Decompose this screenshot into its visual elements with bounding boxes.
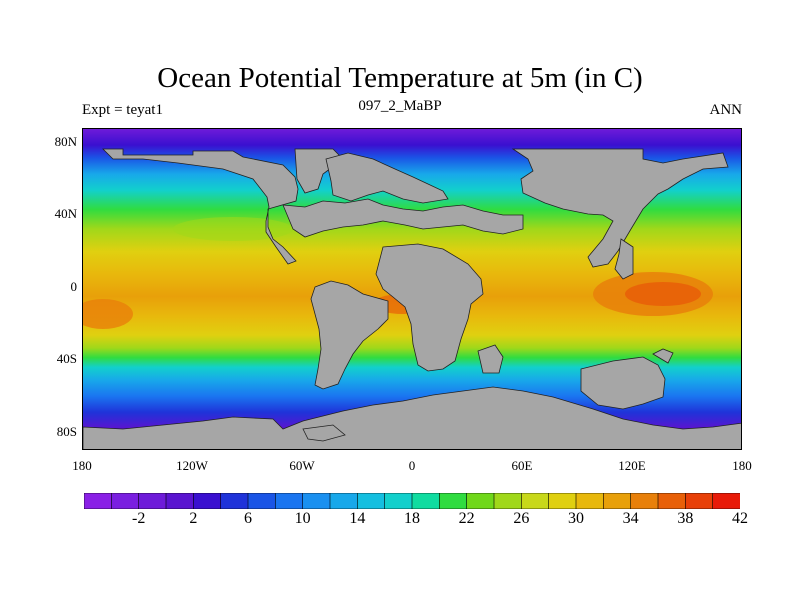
colorbar-swatch xyxy=(138,493,167,509)
temperature-field xyxy=(83,129,741,449)
land-masses xyxy=(83,148,741,449)
warm-pool-west xyxy=(83,299,133,329)
colorbar-label: 6 xyxy=(244,510,252,527)
lon-label-120e: 120E xyxy=(618,458,646,473)
lon-label-60w: 60W xyxy=(289,458,315,473)
colorbar-swatch xyxy=(603,493,632,509)
colorbar-swatch xyxy=(165,493,194,509)
landmass-tethys xyxy=(282,198,524,238)
lat-label-40s: 40S xyxy=(56,351,77,366)
colorbar-label: -2 xyxy=(131,510,146,527)
colorbar-label: 2 xyxy=(189,510,198,527)
landmass-south-america xyxy=(310,280,389,390)
case-label: 097_2_MaBP xyxy=(358,98,442,114)
landmass-europe xyxy=(325,152,449,204)
colorbar-swatch xyxy=(384,493,413,509)
colorbar-swatch xyxy=(630,493,659,509)
colorbar-swatch xyxy=(657,493,686,509)
colorbar-swatch xyxy=(329,493,358,509)
experiment-label: Expt = teyat1 xyxy=(82,102,163,118)
lat-label-eq: 0 xyxy=(70,279,78,294)
lon-label-180e: 180 xyxy=(732,458,752,473)
colorbar-label: 22 xyxy=(458,510,475,527)
warm-pool-core xyxy=(625,282,701,306)
colorbar-swatch xyxy=(493,493,522,509)
colorbar-swatch xyxy=(247,493,276,509)
subtropical-band xyxy=(173,217,293,241)
colorbar-swatch xyxy=(439,493,468,509)
colorbar-swatch xyxy=(111,493,140,509)
colorbar-swatch xyxy=(712,493,740,509)
colorbar-swatch xyxy=(685,493,714,509)
lon-label-60e: 60E xyxy=(511,458,533,473)
lon-label-0: 0 xyxy=(408,458,416,473)
colorbar-label: 10 xyxy=(294,510,311,527)
colorbar-swatch xyxy=(84,493,112,509)
landmass-australia xyxy=(580,356,666,410)
colorbar-label: 38 xyxy=(677,510,694,527)
colorbar-swatch xyxy=(411,493,440,509)
colorbar-swatch xyxy=(193,493,222,509)
colorbar-swatch xyxy=(575,493,604,509)
colorbar-label: 14 xyxy=(349,510,366,527)
landmass-antarctic-peninsula xyxy=(302,424,346,442)
colorbar-swatch xyxy=(220,493,249,509)
colorbar-swatch xyxy=(466,493,495,509)
colorbar-swatch xyxy=(357,493,386,509)
colorbar-swatch xyxy=(302,493,331,509)
landmass-antarctica xyxy=(83,386,741,449)
colorbar xyxy=(84,493,740,509)
colorbar-label: 34 xyxy=(622,510,639,527)
landmass-peninsula xyxy=(614,238,634,280)
lat-label-40n: 40N xyxy=(54,206,77,221)
landmass-africa xyxy=(375,243,484,372)
map-panel xyxy=(82,128,742,450)
lat-label-80s: 80S xyxy=(56,424,77,439)
colorbar-swatch xyxy=(548,493,577,509)
landmass-india xyxy=(477,344,504,374)
map-title: Ocean Potential Temperature at 5m (in C) xyxy=(157,62,643,94)
landmass-islands xyxy=(652,348,674,364)
colorbar-label: 26 xyxy=(513,510,530,527)
colorbar-swatch xyxy=(521,493,550,509)
landmass-north-america xyxy=(102,148,299,265)
lat-label-80n: 80N xyxy=(54,134,77,149)
colorbar-label: 42 xyxy=(732,510,748,527)
landmass-asia xyxy=(511,148,729,268)
lon-label-120w: 120W xyxy=(176,458,208,473)
colorbar-label: 18 xyxy=(404,510,420,527)
colorbar-swatch xyxy=(275,493,304,509)
season-label: ANN xyxy=(709,102,743,118)
lon-label-180w: 180 xyxy=(72,458,92,473)
colorbar-label: 30 xyxy=(568,510,584,527)
